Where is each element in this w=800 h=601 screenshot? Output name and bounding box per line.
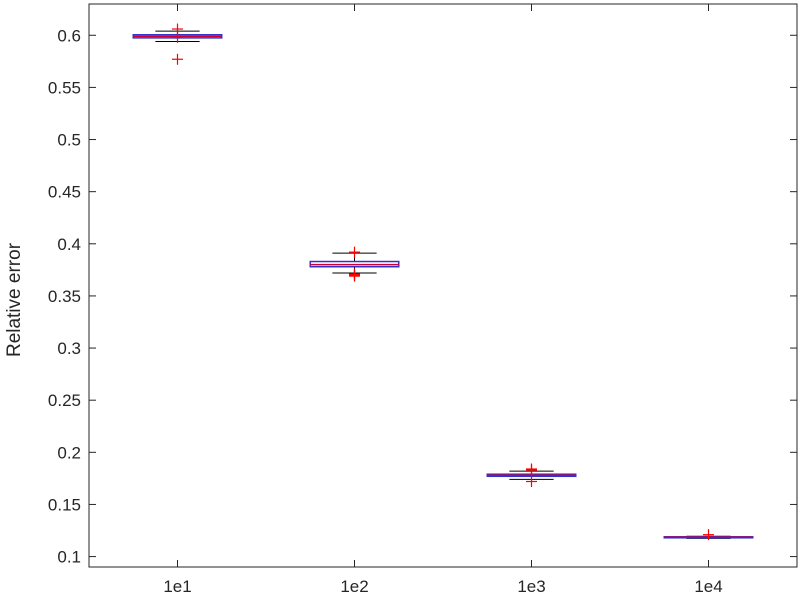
plot-area: 0.1 0.15 0.2 0.25 0.3 0.35 0.4 0.45 0.5 0.55 0.6 1e… [48,3,798,596]
x-tick-label: 1e2 [340,577,368,596]
y-tick-label: 0.25 [48,391,81,410]
x-tick-label: 1e1 [163,577,191,596]
y-tick-label: 0.1 [57,548,81,567]
y-tick-label: 0.45 [48,183,81,202]
y-tick-label: 0.4 [57,235,81,254]
y-tick-label: 0.5 [57,131,81,150]
y-tick-label: 0.6 [57,26,81,45]
axes-frame [88,3,798,568]
y-tick-label: 0.3 [57,339,81,358]
y-axis-title: Relative error [4,242,25,357]
y-tick-label: 0.35 [48,287,81,306]
y-tick-label: 0.55 [48,78,81,97]
x-tick-label: 1e3 [517,577,545,596]
y-tick-label: 0.15 [48,495,81,514]
y-tick-label: 0.2 [57,443,81,462]
x-tick-label: 1e4 [694,577,722,596]
